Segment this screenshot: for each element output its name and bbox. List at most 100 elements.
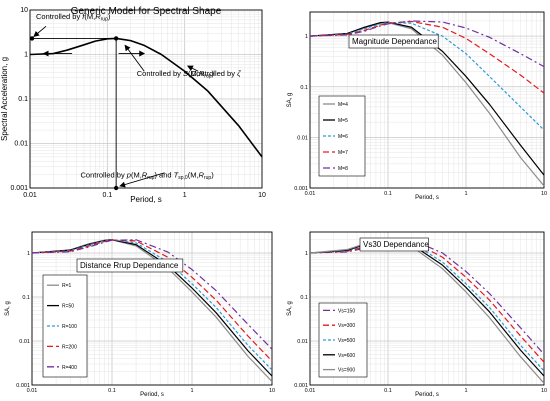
label-part: ( <box>188 69 191 78</box>
label-part: ( <box>188 171 191 180</box>
label-part: ) <box>212 69 215 78</box>
chart-title-box <box>359 237 429 252</box>
label-part: f <box>82 12 85 21</box>
y-tick-label: 1 <box>24 52 28 59</box>
label-part: ζ <box>237 69 241 78</box>
series-line-vs-500 <box>309 239 545 372</box>
x-tick-label: 0.01 <box>305 191 316 197</box>
annotation-top: Controlled by f(M,Rrup) <box>36 12 111 23</box>
chart-title: Distance Rrup Dependance <box>80 261 179 270</box>
legend-label: M=5 <box>338 118 348 124</box>
y-axis-label: Spectral Acceleration, g <box>0 57 9 141</box>
label-part: Controlled by <box>191 69 237 78</box>
label-part: R <box>142 171 148 180</box>
label-part: R <box>95 12 101 21</box>
chart-title: Magnitude Dependance <box>352 37 438 46</box>
plot-frame <box>31 231 273 386</box>
legend-label: R=50 <box>62 304 74 310</box>
y-tick-label: 0.001 <box>294 383 308 389</box>
plot-frame <box>309 231 545 386</box>
label-part: R <box>199 171 205 180</box>
annotation-right: Controlled by ζ <box>191 69 241 78</box>
grid <box>29 10 262 189</box>
label-part: ) <box>211 171 214 180</box>
legend-label: M=4 <box>338 102 348 108</box>
x-tick-label: 1 <box>183 192 187 199</box>
label-part: sp,0 <box>178 175 188 181</box>
legend-label: R=1 <box>62 283 72 289</box>
label-part: R <box>199 69 205 78</box>
legend-label: Vs=500 <box>338 338 355 344</box>
label-part: , <box>140 171 142 180</box>
legend-label: Vs=900 <box>338 368 355 374</box>
x-tick-label: 1 <box>464 388 467 394</box>
x-axis-label: Period, s <box>415 195 439 201</box>
label-part: rup <box>147 175 154 181</box>
arrow <box>124 44 145 72</box>
x-tick-label: 10 <box>269 388 275 394</box>
x-tick-label: 0.1 <box>384 388 392 394</box>
label-part: and <box>157 171 174 180</box>
label-part: Controlled by <box>36 12 82 21</box>
legend-label: R=100 <box>62 324 77 330</box>
y-tick-label: 0.01 <box>14 141 28 148</box>
label-part: , <box>93 12 95 21</box>
label-part: , <box>196 171 198 180</box>
annotations: Controlled by f(M,Rrup)Controlled by S(M… <box>29 12 241 191</box>
label-part: S <box>183 69 188 78</box>
series-line-vs-150 <box>309 239 545 355</box>
y-tick-label: 0.1 <box>300 85 308 91</box>
legend-box <box>42 274 88 378</box>
x-tick-label: 0.01 <box>23 192 37 199</box>
legend-label: Vs=150 <box>338 308 355 314</box>
x-tick-label: 0.01 <box>305 388 316 394</box>
series-line-r-200 <box>31 239 273 362</box>
y-tick-label: 1 <box>27 251 30 257</box>
legend-label: M=8 <box>338 166 348 172</box>
x-tick-label: 0.1 <box>108 388 116 394</box>
y-tick-label: 1 <box>305 34 308 40</box>
y-axis-label: SA, g <box>287 301 293 316</box>
label-part: rup <box>204 175 211 181</box>
series-group <box>309 20 545 187</box>
legend: M=4 M=5 M=6 M=7 M=8 <box>318 95 366 177</box>
y-tick-label: 0.001 <box>294 186 308 192</box>
label-part: M <box>133 171 139 180</box>
label-part: T <box>174 171 180 180</box>
legend-label: M=7 <box>338 150 348 156</box>
series-line-m-5 <box>309 21 545 176</box>
label-part: rup <box>204 73 211 79</box>
label-part: p <box>126 171 131 180</box>
y-tick-label: 0.01 <box>297 135 308 141</box>
series-line-r-100 <box>31 239 273 371</box>
legend-label: Vs=600 <box>338 353 355 359</box>
series-line-0 <box>29 37 263 158</box>
y-tick-label: 0.1 <box>22 295 30 301</box>
y-tick-label: 0.1 <box>300 295 308 301</box>
series-line-m-8 <box>309 20 545 68</box>
x-tick-label: 10 <box>258 192 266 199</box>
series-line-r-400 <box>31 239 273 350</box>
arrow <box>119 172 165 188</box>
legend-label: M=6 <box>338 134 348 140</box>
legend: Vs=150 Vs=300 Vs=500 Vs=600 Vs=900 <box>318 302 368 378</box>
series-group <box>31 239 273 382</box>
label-part: rup <box>101 16 108 22</box>
y-tick-label: 0.01 <box>297 339 308 345</box>
y-tick-label: 1 <box>305 251 308 257</box>
legend-box <box>318 95 366 177</box>
label-part: ( <box>84 12 87 21</box>
legend-label: R=200 <box>62 344 77 350</box>
y-tick-label: 0.001 <box>16 383 30 389</box>
label-part: M <box>190 171 196 180</box>
plot-frame <box>309 11 545 189</box>
annotation-bottom: Controlled by p(M,Rrup) and Tsp,0(M,Rrup… <box>81 171 215 182</box>
chart-title-box <box>348 34 439 49</box>
plot-frame <box>29 9 263 189</box>
label-part: ( <box>131 171 134 180</box>
x-tick-label: 10 <box>541 388 547 394</box>
chart-title-box <box>76 258 184 273</box>
legend-label: Vs=300 <box>338 323 355 329</box>
legend: R=1 R=50 R=100 R=200 R=400 <box>42 274 88 378</box>
